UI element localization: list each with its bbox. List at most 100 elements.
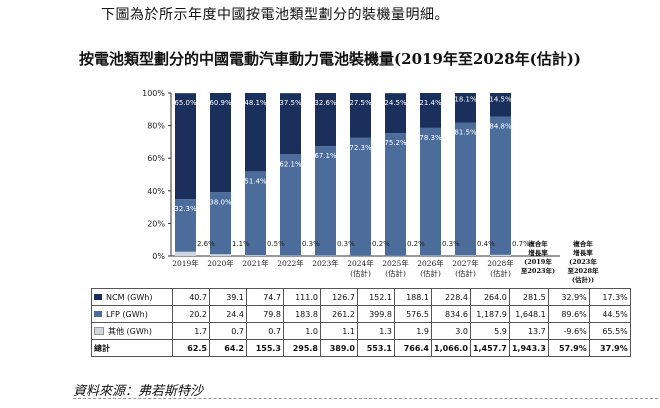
data-label-ncm: 27.5% [349, 99, 372, 107]
table-cell: 1.3 [357, 322, 395, 340]
x-tick-label: (估計) [350, 268, 371, 278]
legend-swatch [94, 327, 104, 335]
bar-other [245, 255, 266, 256]
x-tick-label: 2022年 [277, 258, 304, 268]
legend-swatch [94, 294, 102, 300]
cagr-cell: 44.5% [588, 305, 631, 323]
cagr-cell: -9.6% [547, 322, 590, 340]
data-label-ncm: 60.9% [209, 99, 232, 107]
bar-lfp [455, 122, 476, 256]
x-tick-label: (估計) [385, 268, 406, 278]
cagr-header: 增長率 [573, 248, 593, 257]
source-divider [73, 398, 660, 399]
row-label: LFP (GWh) [91, 305, 173, 323]
table-cell: 1,066.0 [431, 339, 471, 357]
cagr-cell: 37.9% [588, 339, 631, 357]
table-cell: 20.2 [172, 305, 210, 323]
bar-ncm [315, 93, 336, 147]
x-tick-label: 2019年 [172, 258, 199, 268]
data-label-other: 1.1% [232, 240, 250, 248]
table-cell: 228.4 [431, 288, 471, 306]
bar-ncm [350, 93, 371, 138]
data-label-lfp: 38.0% [209, 198, 232, 206]
x-tick-label: 2021年 [242, 258, 269, 268]
bar-other [210, 254, 231, 256]
row-label: 總計 [91, 339, 173, 357]
cagr-header: 增長率 [528, 248, 548, 257]
data-labels: 2.6% 32.3% 65.0% 1.1% 38.0% 60.9% 0.5% 51.4% 48.… [174, 96, 530, 249]
data-label-lfp: 51.4% [244, 177, 267, 185]
data-label-other: 0.7% [512, 240, 530, 248]
bar-lfp [350, 137, 371, 256]
data-label-ncm: 32.6% [314, 99, 337, 107]
cagr-header: (估計)) [572, 275, 594, 284]
x-tick-label: 2024年 [347, 258, 374, 268]
cagr-header: (2023年 [569, 257, 597, 266]
bar-lfp [315, 146, 336, 256]
table-cell: 0.7 [209, 322, 247, 340]
table-cell: 188.1 [394, 288, 432, 306]
x-tick-label: 2020年 [207, 258, 234, 268]
row-label-text: NCM (GWh) [106, 292, 153, 302]
table-cell: 1,648.1 [508, 305, 549, 323]
cagr-headers: 複合年增長率(2019年至2023年)複合年增長率(2023年至2028年(估計… [521, 239, 599, 284]
data-label-other: 0.5% [267, 240, 285, 248]
table-cell: 5.9 [469, 322, 510, 340]
table-cell: 79.8 [246, 305, 284, 323]
data-label-ncm: 21.4% [419, 99, 442, 107]
table-cell: 1.9 [394, 322, 432, 340]
table-cell: 399.8 [357, 305, 395, 323]
bar-lfp [280, 154, 301, 256]
table-cell: 111.0 [283, 288, 321, 306]
table-cell: 24.4 [209, 305, 247, 323]
data-label-ncm: 37.5% [279, 99, 302, 107]
legend-swatch [94, 311, 102, 317]
bar-ncm [280, 93, 301, 155]
data-label-ncm: 24.5% [384, 99, 407, 107]
bar-series [175, 93, 511, 257]
x-tick-label: 2025年 [382, 258, 409, 268]
data-label-ncm: 14.5% [489, 96, 512, 104]
table-cell: 281.5 [508, 288, 549, 306]
y-tick-label: 60% [147, 154, 165, 163]
data-label-other: 0.3% [302, 240, 320, 248]
table-cell: 0.7 [246, 322, 284, 340]
data-label-other: 0.3% [442, 240, 460, 248]
table-row: 總計 62.5 64.2 155.3 295.8 389.0 553.1 766.4 1,066… [91, 339, 631, 357]
table-cell: 40.7 [172, 288, 210, 306]
table-cell: 1.1 [320, 322, 358, 340]
cagr-cell: 89.6% [547, 305, 590, 323]
bar-ncm [490, 93, 511, 117]
data-label-other: 0.2% [372, 240, 390, 248]
table-cell: 1,457.7 [469, 339, 510, 357]
data-label-ncm: 48.1% [244, 99, 267, 107]
x-tick-label: 2027年 [452, 258, 479, 268]
table-row: NCM (GWh) 40.7 39.1 74.7 111.0 126.7 152.1 188.… [91, 288, 631, 306]
row-label: 其他 (GWh) [91, 322, 173, 340]
cagr-header: 至2023年) [521, 266, 555, 275]
cagr-header: 至2028年 [567, 266, 599, 275]
data-label-other: 2.6% [197, 240, 215, 248]
data-label-lfp: 67.1% [314, 152, 337, 160]
table-cell: 62.5 [172, 339, 210, 357]
data-label-ncm: 18.1% [454, 96, 477, 104]
table-cell: 152.1 [357, 288, 395, 306]
x-tick-labels: 2019年 2020年 2021年 2022年 2023年 2024年(估計)2025年(… [172, 258, 514, 278]
cagr-header: 複合年 [572, 239, 593, 248]
bar-other [455, 255, 476, 256]
table-row: LFP (GWh) 20.2 24.4 79.8 183.8 261.2 399.8 576.… [91, 305, 631, 323]
x-tick-label: (估計) [420, 268, 441, 278]
data-label-lfp: 81.5% [454, 129, 477, 137]
table-cell: 553.1 [357, 339, 395, 357]
table-cell: 295.8 [283, 339, 321, 357]
table-cell: 126.7 [320, 288, 358, 306]
x-tick-label: 2023年 [312, 258, 339, 268]
x-tick-label: 2026年 [417, 258, 444, 268]
table-cell: 1,187.9 [469, 305, 510, 323]
x-tick-label: (估計) [490, 268, 511, 278]
bar-lfp [420, 127, 441, 256]
source-note: 資料來源：弗若斯特沙 [73, 384, 204, 399]
data-label-lfp: 75.2% [384, 139, 407, 147]
y-tick-label: 40% [147, 187, 165, 196]
data-table: NCM (GWh) 40.7 39.1 74.7 111.0 126.7 152.1 188.… [91, 288, 631, 357]
